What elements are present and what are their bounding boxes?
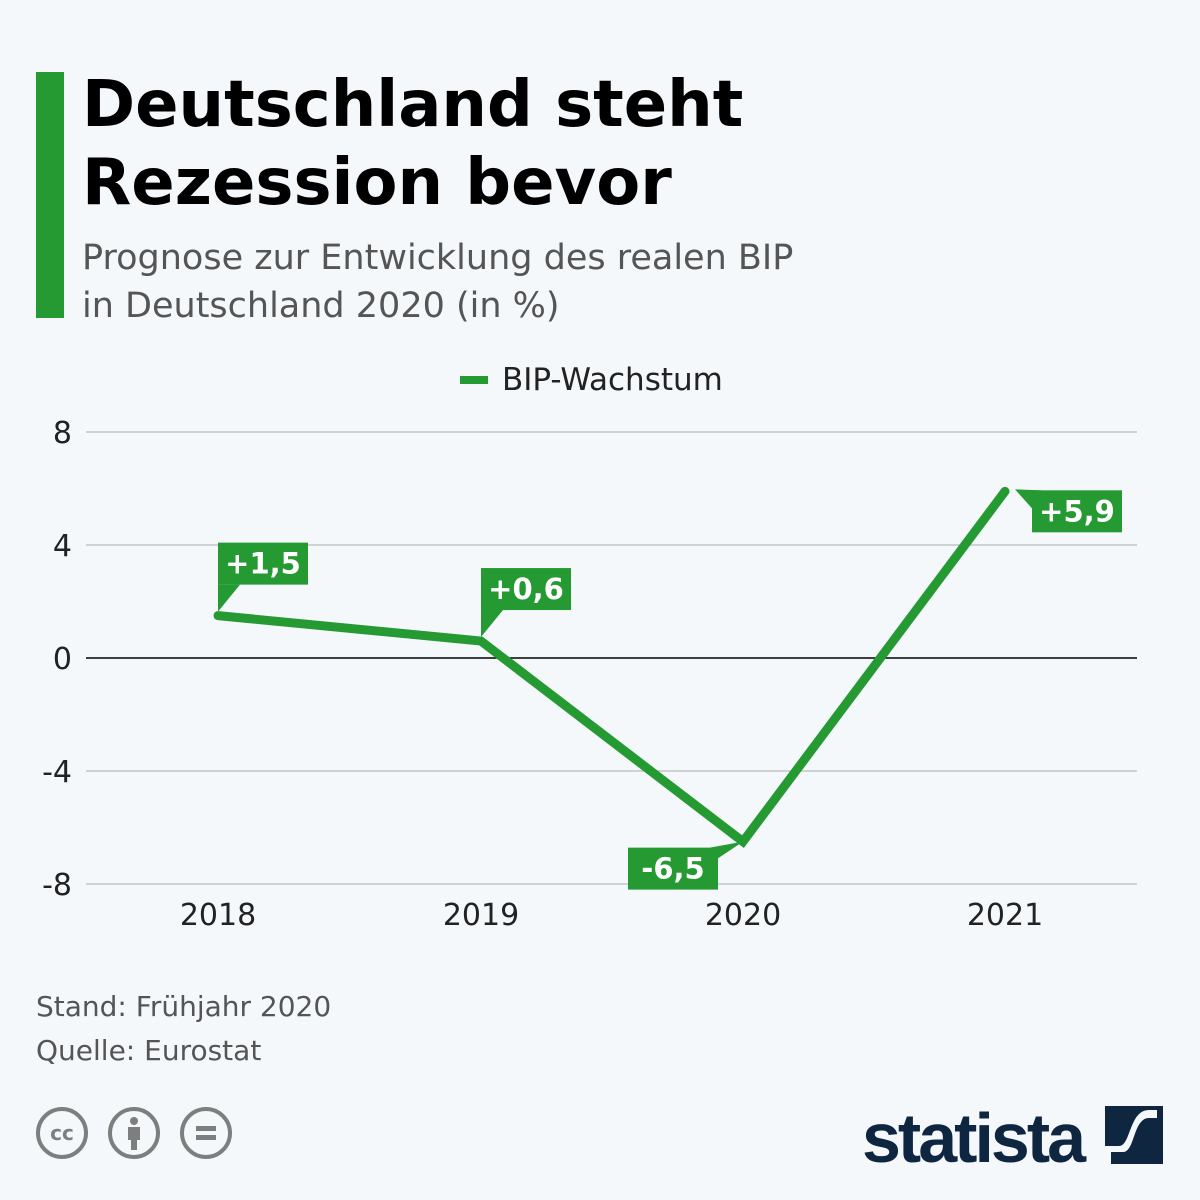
legend-label: BIP-Wachstum [502, 362, 723, 398]
statista-logo: statista [862, 1099, 1086, 1177]
equals-glyph [196, 1126, 216, 1140]
y-tick-label: 4 [53, 529, 72, 564]
data-label-pointer [710, 841, 743, 864]
y-tick-label: 0 [53, 642, 72, 677]
data-label-box [218, 542, 308, 585]
no-derivatives-icon [180, 1107, 232, 1159]
line-chart: 8 4 0 -4 -8 2018 2019 2020 2021 +1,5 +0,6 -6,5 +5,9 [42, 416, 1137, 933]
series-line [213, 486, 1010, 848]
data-label: +0,6 [481, 568, 571, 638]
data-label-text: +5,9 [1039, 494, 1115, 528]
y-tick-label: -8 [42, 868, 72, 903]
logo-wave [1105, 1110, 1157, 1164]
cc-icon: cc [36, 1107, 88, 1159]
legend-swatch [460, 376, 488, 384]
legend: BIP-Wachstum [460, 362, 723, 398]
chart-subtitle: Prognose zur Entwicklung des realen BIP … [82, 238, 794, 326]
person-glyph [128, 1117, 140, 1150]
x-tick-label: 2018 [180, 898, 256, 933]
y-tick-label: -4 [42, 755, 72, 790]
chart-title: Deutschland steht Rezession bevor [82, 68, 744, 220]
data-label-text: -6,5 [641, 852, 704, 886]
x-tick-label: 2020 [705, 898, 781, 933]
data-label-pointer [481, 610, 503, 638]
statista-logo-mark [1105, 1106, 1163, 1164]
data-label-text: +1,5 [225, 547, 301, 581]
stand-note: Stand: Frühjahr 2020 [36, 990, 332, 1023]
data-label-box [1032, 490, 1122, 533]
data-label-text: +0,6 [488, 572, 564, 606]
attribution-icon [108, 1107, 160, 1159]
data-label-pointer [218, 584, 240, 612]
x-tick-label: 2021 [967, 898, 1043, 933]
source-note: Quelle: Eurostat [36, 1034, 262, 1067]
data-label-box [481, 568, 571, 611]
data-label: -6,5 [628, 841, 743, 890]
accent-bar [36, 72, 64, 318]
data-label-box [628, 847, 718, 890]
y-tick-label: 8 [53, 416, 72, 451]
data-label: +5,9 [1015, 489, 1122, 533]
x-tick-label: 2019 [443, 898, 519, 933]
data-label: +1,5 [218, 542, 308, 612]
cc-text: cc [50, 1121, 74, 1145]
